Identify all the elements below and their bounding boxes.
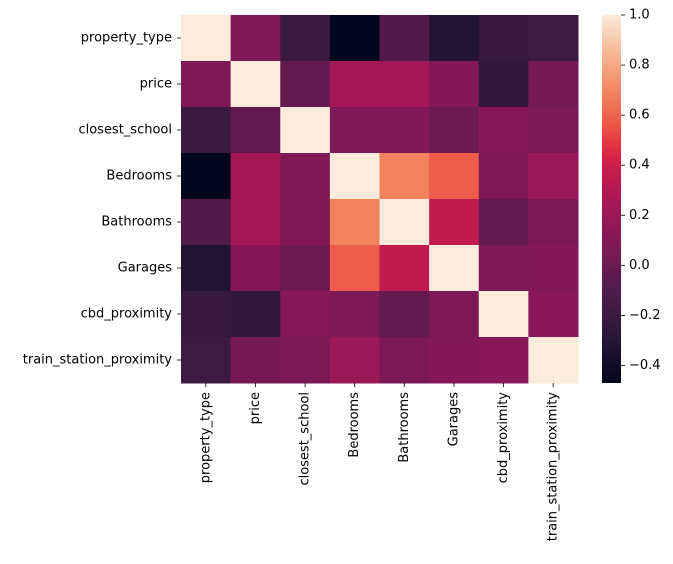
heatmap-cell [478, 291, 529, 338]
heatmap-cell [230, 153, 281, 200]
heatmap-cell [280, 15, 331, 62]
heatmap-cell [280, 61, 331, 108]
heatmap-cell [478, 61, 529, 108]
heatmap-cell [478, 199, 529, 246]
heatmap-cell [280, 153, 331, 200]
heatmap-cell [280, 199, 331, 246]
heatmap-cell [329, 337, 381, 384]
heatmap-cell [429, 15, 480, 62]
heatmap-cell [528, 61, 579, 108]
colorbar-tick-label: −0.2 [629, 308, 661, 323]
heatmap-cell [181, 15, 232, 62]
heatmap-cell [528, 199, 579, 246]
row-label: cbd_proximity [81, 307, 173, 322]
heatmap-cell [230, 337, 281, 384]
colorbar-tick-label: 0.2 [629, 208, 650, 223]
heatmap-cell [528, 337, 579, 384]
heatmap-cell [429, 245, 480, 292]
column-label: cbd_proximity [496, 392, 511, 484]
heatmap-cell [429, 107, 480, 154]
column-label: closest_school [298, 392, 313, 486]
heatmap-cell [478, 245, 529, 292]
heatmap-cell [230, 199, 281, 246]
row-label: closest_school [78, 123, 172, 138]
colorbar-tick-label: 0.4 [629, 158, 650, 173]
heatmap-cell [528, 107, 579, 154]
colorbar-tick-label: 0.0 [629, 258, 650, 273]
heatmap-cell [230, 291, 281, 338]
heatmap-cell [379, 291, 430, 338]
heatmap-cell [528, 245, 579, 292]
heatmap-cell [429, 153, 480, 200]
column-label: Garages [446, 392, 461, 447]
heatmap-cell [329, 61, 381, 108]
heatmap-cell [181, 199, 232, 246]
heatmap-cell [329, 153, 381, 200]
heatmap-cell [379, 153, 430, 200]
heatmap-cell [329, 291, 381, 338]
heatmap-cell [379, 107, 430, 154]
heatmap-cell [329, 199, 381, 246]
heatmap-cell [379, 199, 430, 246]
row-label: train_station_proximity [23, 353, 173, 368]
row-label: Bathrooms [101, 215, 172, 230]
colorbar-gradient [602, 15, 621, 383]
heatmap-cell [230, 107, 281, 154]
heatmap-cell [280, 107, 331, 154]
heatmap-cell [429, 291, 480, 338]
colorbar-tick-label: −0.4 [629, 358, 661, 373]
colorbar: −0.4 −0.2 0.0 0.2 0.4 0.6 0.8 1.0 [602, 8, 661, 383]
heatmap-cells [181, 15, 579, 384]
heatmap-cell [329, 245, 381, 292]
heatmap-cell [230, 245, 281, 292]
heatmap-cell [329, 107, 381, 154]
column-label: property_type [198, 392, 213, 483]
row-label: Garages [118, 261, 173, 276]
heatmap-cell [528, 291, 579, 338]
heatmap-cell [478, 337, 529, 384]
heatmap-cell [528, 153, 579, 200]
colorbar-tick-label: 0.8 [629, 58, 650, 73]
heatmap-cell [379, 337, 430, 384]
colorbar-tick-label: 0.6 [629, 108, 650, 123]
column-tick-labels: property_type price closest_school Bedrooms… [198, 383, 561, 542]
heatmap-cell [181, 153, 232, 200]
colorbar-tick-label: 1.0 [629, 8, 650, 23]
heatmap-cell [528, 15, 579, 62]
heatmap-cell [379, 61, 430, 108]
heatmap-cell [478, 107, 529, 154]
heatmap-cell [181, 245, 232, 292]
heatmap-cell [181, 61, 232, 108]
heatmap-cell [280, 337, 331, 384]
row-label: price [140, 77, 172, 92]
heatmap-cell [181, 291, 232, 338]
heatmap-cell [429, 199, 480, 246]
heatmap-cell [280, 245, 331, 292]
column-label: Bedrooms [347, 392, 362, 458]
column-label: price [248, 392, 263, 424]
heatmap-cell [478, 15, 529, 62]
heatmap-cell [181, 107, 232, 154]
heatmap-cell [230, 15, 281, 62]
column-label: Bathrooms [397, 392, 412, 463]
heatmap-cell [379, 245, 430, 292]
heatmap-cell [429, 61, 480, 108]
row-label: Bedrooms [106, 169, 172, 184]
heatmap-cell [379, 15, 430, 62]
heatmap-cell [230, 61, 281, 108]
column-label: train_station_proximity [546, 392, 561, 542]
heatmap-cell [478, 153, 529, 200]
heatmap-cell [181, 337, 232, 384]
heatmap-cell [280, 291, 331, 338]
heatmap-cell [429, 337, 480, 384]
row-label: property_type [81, 31, 172, 46]
heatmap-cell [329, 15, 381, 62]
